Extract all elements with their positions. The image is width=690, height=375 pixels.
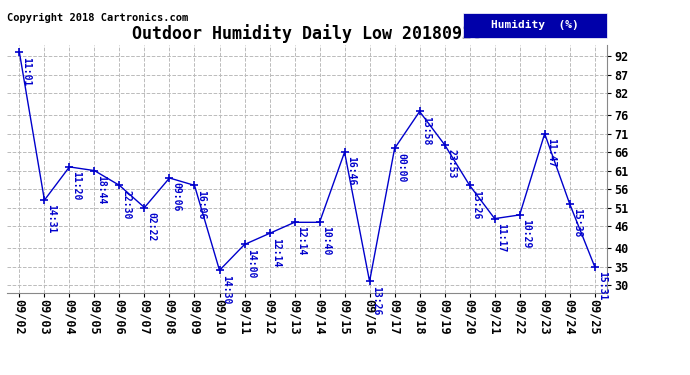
Text: Copyright 2018 Cartronics.com: Copyright 2018 Cartronics.com	[7, 13, 188, 23]
Text: 18:44: 18:44	[97, 175, 106, 204]
Text: 13:58: 13:58	[422, 116, 431, 145]
Text: 12:14: 12:14	[297, 226, 306, 256]
Text: 14:00: 14:00	[246, 249, 257, 278]
Text: 13:26: 13:26	[471, 189, 482, 219]
Text: 15:38: 15:38	[571, 208, 582, 237]
Text: 10:29: 10:29	[522, 219, 531, 249]
Text: 14:30: 14:30	[221, 274, 231, 304]
Text: 02:22: 02:22	[146, 212, 157, 241]
Text: 09:06: 09:06	[171, 182, 181, 212]
Text: 11:20: 11:20	[71, 171, 81, 201]
Text: 22:30: 22:30	[121, 189, 131, 219]
Title: Outdoor Humidity Daily Low 20180926: Outdoor Humidity Daily Low 20180926	[132, 24, 482, 44]
Text: Humidity  (%): Humidity (%)	[491, 20, 579, 30]
Text: 12:14: 12:14	[271, 237, 282, 267]
Text: 23:53: 23:53	[446, 149, 457, 178]
Text: 10:40: 10:40	[322, 226, 331, 256]
Text: 11:17: 11:17	[497, 223, 506, 252]
Text: 16:46: 16:46	[346, 156, 357, 186]
Text: 14:31: 14:31	[46, 204, 57, 234]
Text: 00:00: 00:00	[397, 153, 406, 182]
Text: 13:26: 13:26	[371, 286, 382, 315]
Text: 11:01: 11:01	[21, 57, 31, 86]
Text: 11:47: 11:47	[546, 138, 557, 167]
Text: 16:06: 16:06	[197, 189, 206, 219]
Text: 15:31: 15:31	[597, 271, 607, 300]
FancyBboxPatch shape	[463, 13, 607, 38]
